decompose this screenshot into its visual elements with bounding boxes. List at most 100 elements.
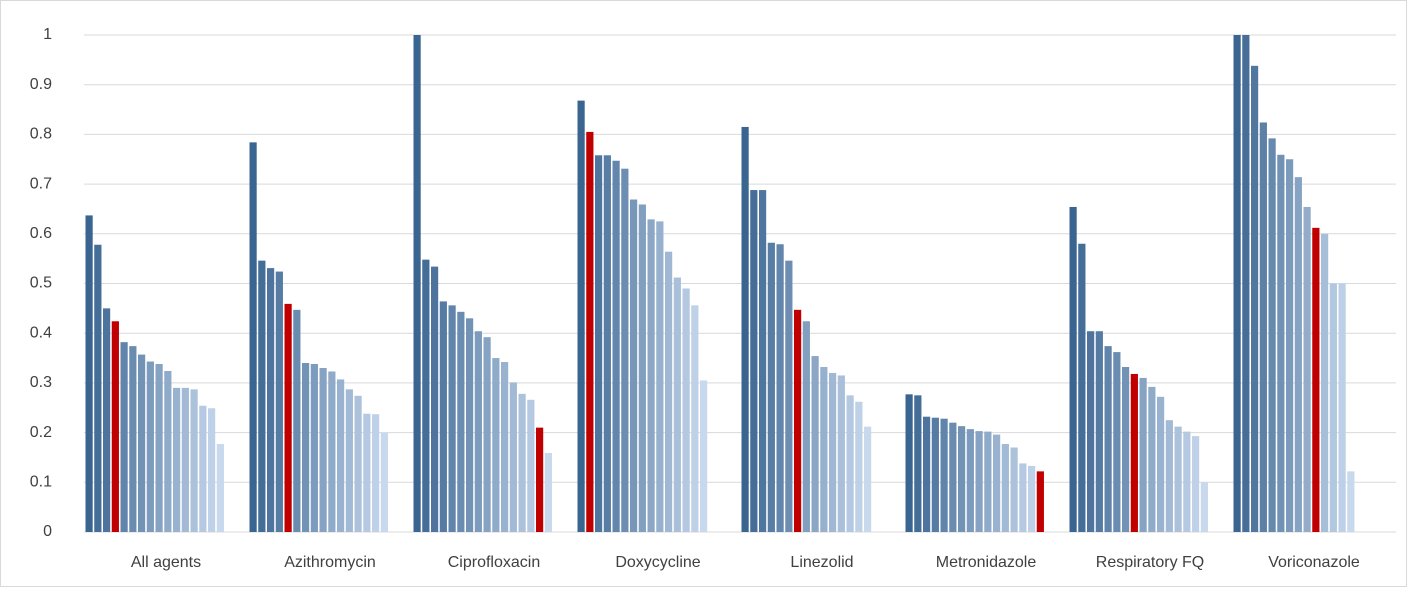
bar bbox=[1192, 436, 1200, 532]
bar bbox=[1069, 206, 1077, 532]
bar bbox=[275, 271, 283, 532]
bar bbox=[1303, 206, 1311, 532]
bar bbox=[249, 142, 257, 533]
bar bbox=[319, 367, 327, 532]
bar bbox=[337, 379, 345, 532]
bar bbox=[199, 405, 207, 532]
bar bbox=[673, 277, 681, 532]
bar bbox=[1338, 283, 1346, 532]
bar bbox=[258, 260, 266, 532]
bar bbox=[448, 305, 456, 532]
bar bbox=[1251, 65, 1259, 533]
bar bbox=[665, 251, 673, 532]
bar bbox=[413, 35, 421, 532]
y-tick-label: 1 bbox=[43, 26, 52, 43]
bar bbox=[700, 380, 708, 532]
bar bbox=[621, 168, 629, 532]
bar bbox=[905, 394, 913, 532]
bar bbox=[483, 337, 491, 532]
bar bbox=[293, 309, 301, 532]
bar bbox=[354, 395, 362, 532]
bar bbox=[328, 371, 336, 532]
bar bbox=[138, 354, 146, 532]
bar bbox=[759, 190, 767, 532]
bar bbox=[1259, 122, 1267, 533]
bar bbox=[949, 422, 957, 532]
bar bbox=[527, 399, 535, 532]
bar bbox=[345, 389, 353, 532]
bar bbox=[1286, 159, 1294, 532]
bar bbox=[958, 426, 966, 532]
bar bbox=[173, 387, 181, 532]
bar bbox=[846, 395, 854, 532]
bar bbox=[577, 100, 585, 532]
bar bbox=[1148, 386, 1156, 532]
x-tick-label: Doxycycline bbox=[615, 554, 700, 571]
bar bbox=[1010, 447, 1018, 532]
y-tick-label: 0.9 bbox=[30, 76, 52, 93]
bar bbox=[1233, 35, 1241, 532]
bar bbox=[1078, 243, 1086, 533]
bar bbox=[855, 401, 863, 532]
bar bbox=[120, 342, 128, 532]
bar bbox=[638, 204, 646, 533]
bar bbox=[656, 221, 664, 532]
bar bbox=[1165, 420, 1173, 532]
bar bbox=[267, 268, 275, 532]
bar bbox=[767, 242, 775, 532]
bar bbox=[984, 431, 992, 532]
bar bbox=[923, 416, 931, 532]
bar bbox=[380, 432, 388, 532]
bar bbox=[1130, 373, 1138, 532]
bar bbox=[457, 311, 465, 532]
bar bbox=[363, 413, 371, 532]
bar bbox=[586, 131, 594, 533]
bar bbox=[1157, 396, 1165, 532]
bar bbox=[1329, 283, 1337, 532]
bar bbox=[776, 244, 784, 532]
bar bbox=[216, 444, 224, 532]
bar bbox=[647, 219, 655, 532]
bar bbox=[94, 244, 102, 532]
bar bbox=[966, 429, 974, 532]
bar bbox=[750, 190, 758, 532]
x-tick-label: All agents bbox=[131, 554, 201, 571]
bar bbox=[794, 309, 802, 532]
x-tick-label: Azithromycin bbox=[284, 554, 376, 571]
bar bbox=[1028, 465, 1036, 532]
bar bbox=[1036, 471, 1044, 532]
bar bbox=[829, 372, 837, 532]
bar bbox=[741, 126, 749, 532]
bar bbox=[820, 366, 828, 532]
bar bbox=[544, 452, 552, 532]
y-tick-label: 0.8 bbox=[30, 126, 52, 143]
bar bbox=[190, 389, 198, 532]
x-tick-label: Respiratory FQ bbox=[1096, 554, 1204, 571]
x-tick-label: Metronidazole bbox=[936, 554, 1037, 571]
bar bbox=[536, 427, 544, 532]
bar bbox=[864, 426, 872, 532]
bar bbox=[1113, 352, 1121, 532]
bar bbox=[630, 199, 638, 532]
bar bbox=[129, 346, 137, 532]
bar bbox=[1183, 431, 1191, 532]
bar bbox=[1104, 346, 1112, 532]
bar bbox=[103, 308, 111, 532]
bar bbox=[422, 259, 430, 532]
bar bbox=[914, 395, 922, 532]
bar bbox=[310, 364, 318, 532]
bar bbox=[975, 431, 983, 532]
bar bbox=[1001, 444, 1009, 532]
y-tick-label: 0.7 bbox=[30, 175, 52, 192]
bar bbox=[1019, 463, 1027, 532]
bar bbox=[1139, 377, 1147, 532]
bar bbox=[474, 331, 482, 532]
bar bbox=[802, 321, 810, 532]
y-tick-label: 0.3 bbox=[30, 374, 52, 391]
y-tick-label: 0.6 bbox=[30, 225, 52, 242]
bar bbox=[155, 364, 163, 532]
y-tick-label: 0 bbox=[43, 523, 52, 540]
y-tick-label: 0.1 bbox=[30, 474, 52, 491]
y-tick-label: 0.4 bbox=[30, 324, 52, 341]
